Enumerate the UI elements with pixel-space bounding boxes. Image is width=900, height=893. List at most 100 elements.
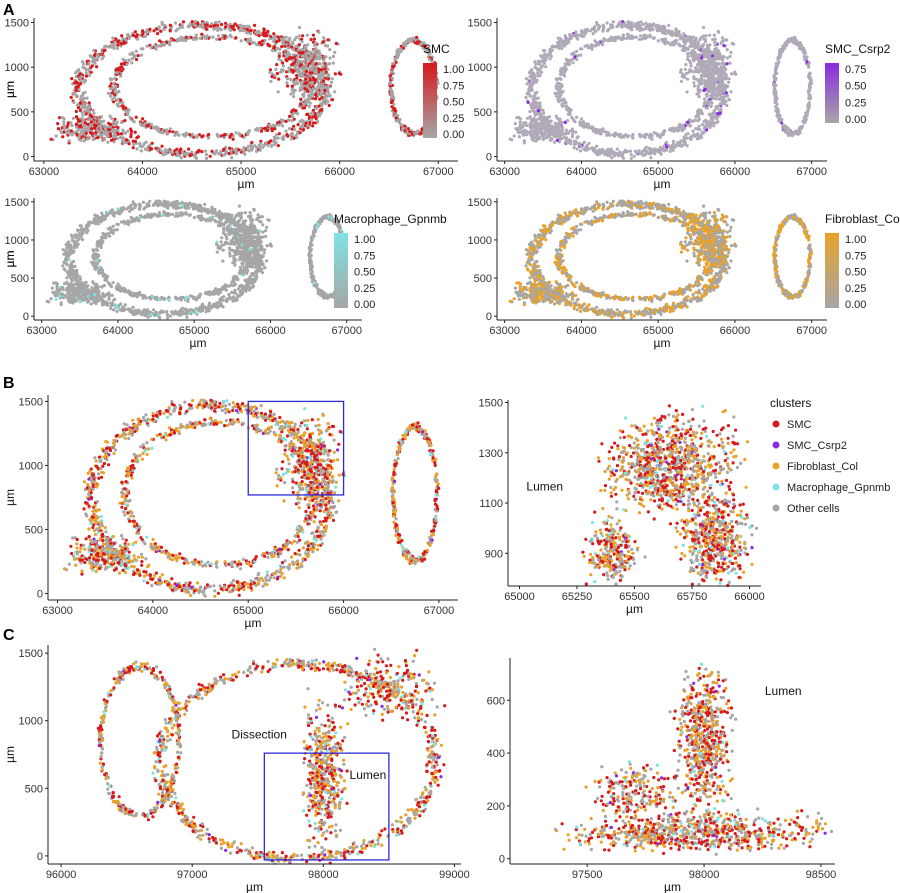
data-point <box>164 128 169 132</box>
data-point <box>133 139 137 143</box>
data-point <box>579 53 583 57</box>
data-point <box>306 99 310 103</box>
data-point <box>284 129 288 133</box>
data-point <box>200 150 204 154</box>
data-point <box>190 150 194 154</box>
data-point <box>557 135 561 139</box>
data-point <box>557 81 561 85</box>
data-point <box>529 69 533 73</box>
data-point <box>702 59 706 63</box>
data-point <box>658 151 663 155</box>
data-point <box>563 62 567 66</box>
data-point <box>258 126 262 130</box>
data-point <box>301 121 305 125</box>
data-point <box>286 84 290 88</box>
data-point <box>112 44 116 48</box>
data-point <box>786 131 790 135</box>
data-point <box>124 38 128 42</box>
x-tick-label: 66000 <box>324 166 355 178</box>
data-point <box>204 153 209 157</box>
data-point <box>704 74 709 78</box>
data-point <box>258 148 262 152</box>
data-point <box>714 57 718 61</box>
legend-tick-label: 1.00 <box>443 64 464 76</box>
data-point <box>321 79 326 83</box>
data-point <box>531 97 535 101</box>
data-point <box>301 128 306 132</box>
data-point <box>310 91 314 95</box>
data-point <box>142 123 146 127</box>
data-point <box>81 113 85 117</box>
data-point <box>666 41 671 45</box>
data-point <box>109 307 113 311</box>
data-point <box>560 67 564 71</box>
data-point <box>159 149 163 153</box>
data-point <box>632 24 637 28</box>
data-point <box>618 20 622 24</box>
data-point <box>139 149 143 153</box>
data-point <box>708 33 712 37</box>
data-point <box>234 36 238 40</box>
data-point <box>540 127 544 131</box>
data-point <box>87 101 91 105</box>
data-point <box>323 95 327 99</box>
data-point <box>287 57 291 61</box>
data-point <box>682 45 686 49</box>
data-point <box>303 102 307 106</box>
data-point <box>179 38 183 42</box>
data-point <box>96 53 100 57</box>
data-point <box>275 46 280 50</box>
data-point <box>269 139 273 143</box>
data-point <box>681 124 685 128</box>
data-point <box>224 21 228 25</box>
data-point <box>697 91 701 95</box>
data-point <box>135 147 139 151</box>
data-point <box>245 27 249 31</box>
data-point <box>102 137 107 141</box>
data-point <box>328 48 332 52</box>
data-point <box>114 37 118 41</box>
data-point <box>126 112 130 116</box>
data-point <box>672 43 676 47</box>
data-point <box>75 103 79 107</box>
data-point <box>554 132 559 136</box>
data-point <box>559 84 563 88</box>
data-point <box>290 127 294 131</box>
data-point <box>134 115 138 119</box>
data-point <box>106 140 110 144</box>
data-point <box>156 129 160 133</box>
data-point <box>308 120 312 125</box>
data-point <box>317 104 321 108</box>
data-point <box>278 70 282 74</box>
data-point <box>555 44 559 48</box>
data-point <box>292 124 296 128</box>
data-point <box>682 35 686 39</box>
data-point <box>223 132 227 137</box>
data-point <box>704 124 708 128</box>
data-point <box>588 125 592 129</box>
data-point <box>558 76 562 80</box>
data-point <box>649 156 653 160</box>
data-point <box>298 131 302 135</box>
data-point <box>49 137 53 141</box>
data-point <box>284 35 288 39</box>
data-point <box>605 21 609 25</box>
data-point <box>206 136 211 140</box>
data-point <box>270 48 275 53</box>
data-point <box>729 90 733 94</box>
data-point <box>697 95 701 99</box>
data-point <box>99 115 104 119</box>
data-point <box>308 50 313 54</box>
data-point <box>337 71 341 76</box>
data-point <box>711 66 716 71</box>
data-point <box>777 119 781 123</box>
data-point <box>686 120 690 124</box>
data-point <box>528 85 532 89</box>
data-point <box>775 96 779 100</box>
data-point <box>269 79 273 83</box>
data-point <box>721 58 725 62</box>
data-point <box>301 124 305 128</box>
data-point <box>293 38 297 42</box>
data-point <box>694 57 698 61</box>
data-point <box>75 81 80 85</box>
